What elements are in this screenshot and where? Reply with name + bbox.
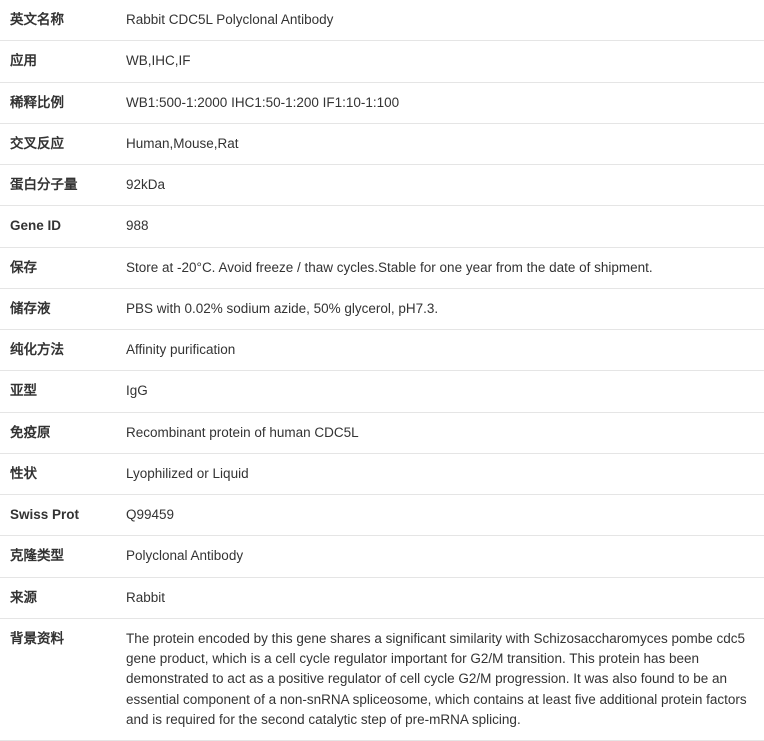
row-value: Human,Mouse,Rat	[118, 123, 764, 164]
table-row: 保存 Store at -20°C. Avoid freeze / thaw c…	[0, 247, 764, 288]
table-row: 背景资料 The protein encoded by this gene sh…	[0, 618, 764, 740]
row-label: 背景资料	[0, 618, 118, 740]
row-value: Affinity purification	[118, 330, 764, 371]
row-label: 亚型	[0, 371, 118, 412]
table-row: 英文名称 Rabbit CDC5L Polyclonal Antibody	[0, 0, 764, 41]
row-value: Store at -20°C. Avoid freeze / thaw cycl…	[118, 247, 764, 288]
row-label: 储存液	[0, 288, 118, 329]
row-label: 免疫原	[0, 412, 118, 453]
row-label: 克隆类型	[0, 536, 118, 577]
table-row: 亚型 IgG	[0, 371, 764, 412]
table-row: 储存液 PBS with 0.02% sodium azide, 50% gly…	[0, 288, 764, 329]
row-value: Recombinant protein of human CDC5L	[118, 412, 764, 453]
table-row: Gene ID 988	[0, 206, 764, 247]
row-label: 保存	[0, 247, 118, 288]
row-label: 应用	[0, 41, 118, 82]
table-row: 来源 Rabbit	[0, 577, 764, 618]
row-value: Rabbit	[118, 577, 764, 618]
product-spec-table: 英文名称 Rabbit CDC5L Polyclonal Antibody 应用…	[0, 0, 764, 741]
table-row: 交叉反应 Human,Mouse,Rat	[0, 123, 764, 164]
row-value: WB1:500-1:2000 IHC1:50-1:200 IF1:10-1:10…	[118, 82, 764, 123]
row-value: 988	[118, 206, 764, 247]
row-value: Rabbit CDC5L Polyclonal Antibody	[118, 0, 764, 41]
row-label: Swiss Prot	[0, 495, 118, 536]
row-label: 性状	[0, 453, 118, 494]
row-value: The protein encoded by this gene shares …	[118, 618, 764, 740]
table-row: 性状 Lyophilized or Liquid	[0, 453, 764, 494]
row-value: Q99459	[118, 495, 764, 536]
row-label: 交叉反应	[0, 123, 118, 164]
row-label: 蛋白分子量	[0, 165, 118, 206]
row-value: PBS with 0.02% sodium azide, 50% glycero…	[118, 288, 764, 329]
row-label: 稀释比例	[0, 82, 118, 123]
table-row: 免疫原 Recombinant protein of human CDC5L	[0, 412, 764, 453]
row-value: Polyclonal Antibody	[118, 536, 764, 577]
table-row: 克隆类型 Polyclonal Antibody	[0, 536, 764, 577]
row-label: 英文名称	[0, 0, 118, 41]
table-row: Swiss Prot Q99459	[0, 495, 764, 536]
row-label: 来源	[0, 577, 118, 618]
spec-table-body: 英文名称 Rabbit CDC5L Polyclonal Antibody 应用…	[0, 0, 764, 741]
table-row: 稀释比例 WB1:500-1:2000 IHC1:50-1:200 IF1:10…	[0, 82, 764, 123]
row-value: IgG	[118, 371, 764, 412]
table-row: 蛋白分子量 92kDa	[0, 165, 764, 206]
table-row: 纯化方法 Affinity purification	[0, 330, 764, 371]
row-value: 92kDa	[118, 165, 764, 206]
table-row: 应用 WB,IHC,IF	[0, 41, 764, 82]
row-value: WB,IHC,IF	[118, 41, 764, 82]
row-value: Lyophilized or Liquid	[118, 453, 764, 494]
row-label: 纯化方法	[0, 330, 118, 371]
row-label: Gene ID	[0, 206, 118, 247]
